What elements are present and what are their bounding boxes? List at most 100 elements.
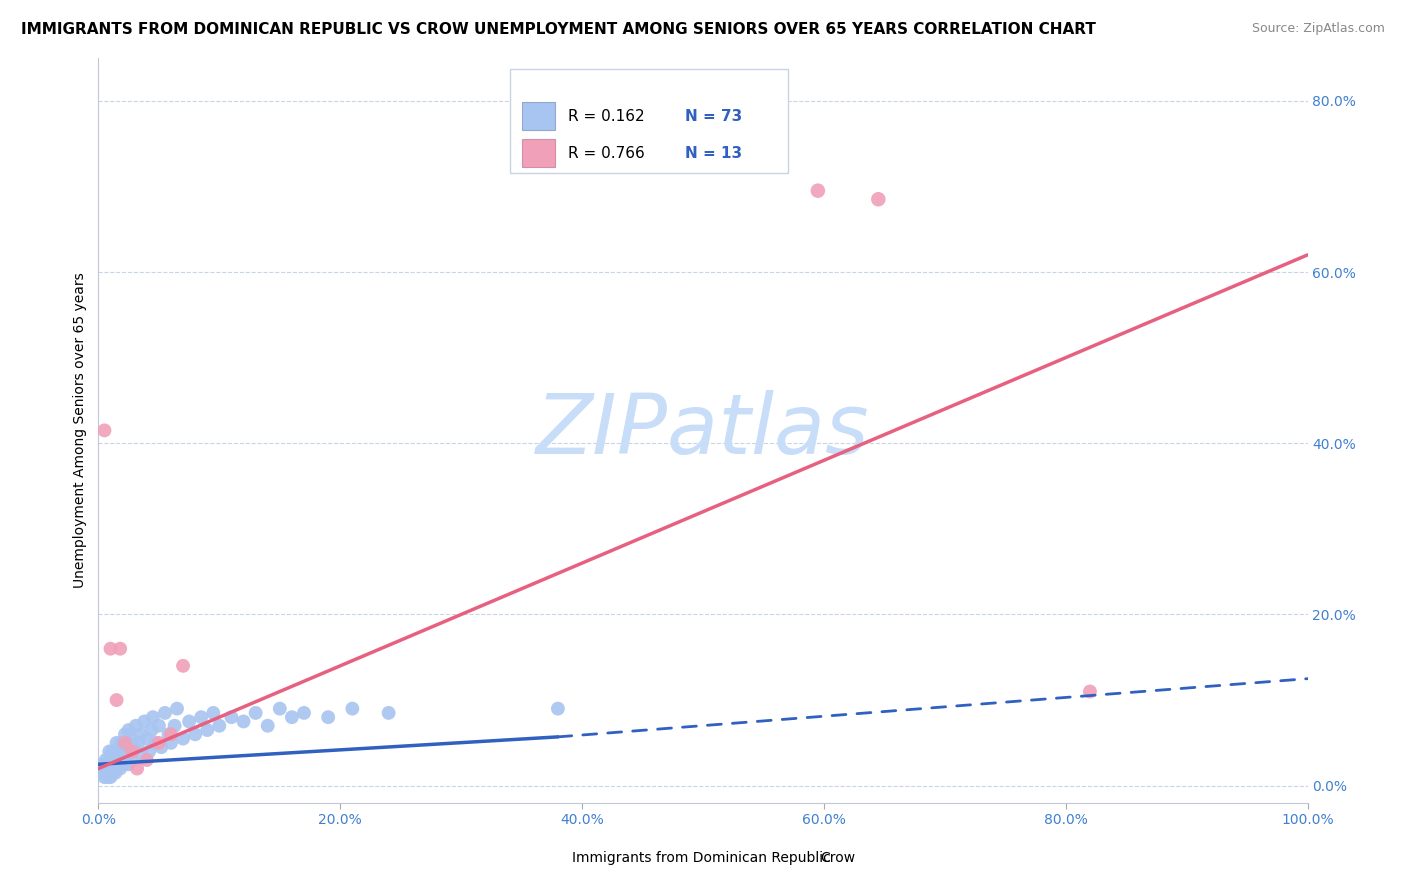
Point: [121, 753, 143, 767]
Point: [195, 723, 218, 737]
Point: [172, 731, 194, 746]
Point: [118, 744, 141, 758]
Point: [104, 765, 127, 780]
Point: [138, 744, 160, 758]
Point: [221, 710, 243, 724]
Point: [107, 757, 129, 772]
Point: [118, 723, 141, 737]
Point: [143, 736, 166, 750]
Point: [179, 714, 201, 729]
Point: [148, 719, 170, 733]
Point: [131, 748, 153, 763]
Text: N = 73: N = 73: [685, 109, 742, 124]
Point: [157, 727, 180, 741]
Point: [98, 744, 121, 758]
Point: [118, 757, 141, 772]
Text: R = 0.162: R = 0.162: [568, 109, 644, 124]
Point: [141, 723, 163, 737]
Text: Source: ZipAtlas.com: Source: ZipAtlas.com: [1251, 22, 1385, 36]
Point: [129, 727, 152, 741]
Point: [108, 762, 131, 776]
Text: R = 0.766: R = 0.766: [568, 145, 644, 161]
Point: [100, 641, 122, 656]
Point: [114, 744, 136, 758]
Point: [135, 731, 157, 746]
Point: [135, 753, 157, 767]
Point: [202, 706, 225, 720]
Point: [108, 641, 131, 656]
Text: N = 13: N = 13: [685, 145, 742, 161]
Point: [100, 748, 122, 763]
Point: [111, 753, 134, 767]
Point: [112, 757, 135, 772]
Point: [105, 736, 128, 750]
Point: [101, 757, 124, 772]
Point: [153, 706, 176, 720]
Point: [101, 744, 124, 758]
Point: [134, 714, 156, 729]
Point: [160, 727, 183, 741]
Point: [108, 748, 131, 763]
Point: [127, 762, 149, 776]
Text: ZIPatlas: ZIPatlas: [536, 390, 870, 471]
Point: [547, 701, 569, 715]
Point: [90, 762, 112, 776]
Point: [105, 753, 128, 767]
Point: [117, 736, 139, 750]
FancyBboxPatch shape: [782, 846, 811, 870]
Y-axis label: Unemployment Among Seniors over 65 years: Unemployment Among Seniors over 65 years: [73, 273, 87, 588]
Point: [97, 770, 120, 784]
Point: [184, 727, 207, 741]
Point: [316, 710, 339, 724]
Point: [256, 719, 278, 733]
Point: [190, 710, 212, 724]
Point: [110, 736, 132, 750]
Point: [166, 701, 188, 715]
Point: [163, 719, 186, 733]
Point: [125, 719, 148, 733]
Point: [91, 757, 114, 772]
Point: [120, 731, 142, 746]
Point: [377, 706, 399, 720]
Point: [269, 701, 291, 715]
Point: [342, 701, 364, 715]
FancyBboxPatch shape: [534, 846, 564, 870]
Point: [807, 184, 830, 198]
Point: [127, 736, 149, 750]
Point: [150, 740, 173, 755]
Text: Crow: Crow: [820, 851, 855, 865]
Point: [232, 714, 254, 729]
Point: [281, 710, 304, 724]
Point: [868, 192, 890, 206]
Point: [100, 770, 122, 784]
Point: [103, 762, 125, 776]
FancyBboxPatch shape: [522, 139, 555, 168]
Point: [114, 727, 136, 741]
Point: [96, 762, 118, 776]
Point: [121, 744, 143, 758]
Point: [148, 736, 170, 750]
Point: [114, 736, 136, 750]
Text: IMMIGRANTS FROM DOMINICAN REPUBLIC VS CROW UNEMPLOYMENT AMONG SENIORS OVER 65 YE: IMMIGRANTS FROM DOMINICAN REPUBLIC VS CR…: [21, 22, 1095, 37]
Point: [111, 740, 134, 755]
Point: [108, 744, 131, 758]
Point: [94, 753, 117, 767]
Point: [208, 719, 231, 733]
FancyBboxPatch shape: [509, 70, 787, 173]
Point: [100, 762, 122, 776]
Text: Immigrants from Dominican Republic: Immigrants from Dominican Republic: [572, 851, 831, 865]
Point: [115, 748, 138, 763]
Point: [172, 658, 194, 673]
Point: [1078, 684, 1101, 698]
Point: [103, 748, 125, 763]
FancyBboxPatch shape: [522, 102, 555, 130]
Point: [105, 693, 128, 707]
Point: [93, 424, 115, 438]
Point: [91, 765, 114, 780]
Point: [245, 706, 267, 720]
Point: [292, 706, 315, 720]
Point: [100, 765, 122, 780]
Point: [93, 770, 115, 784]
Point: [160, 736, 183, 750]
Point: [124, 740, 146, 755]
